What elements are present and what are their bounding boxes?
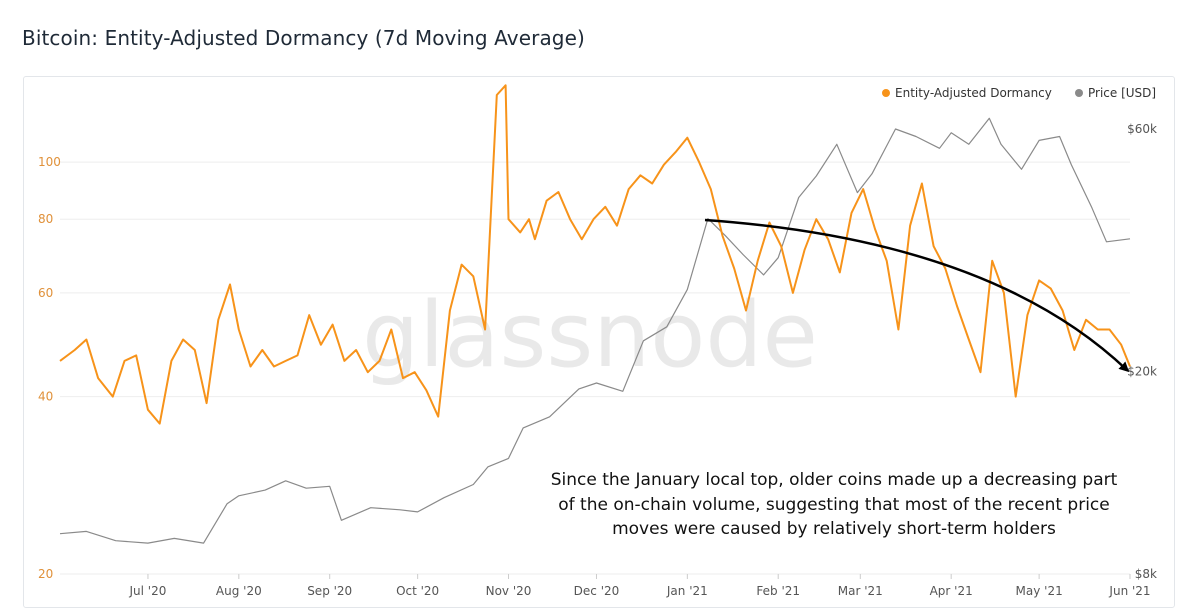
annotation-line: Since the January local top, older coins… [551, 470, 1118, 490]
gridlines [60, 161, 1130, 575]
x-tick-label: Apr '21 [930, 584, 973, 598]
x-tick-label: Mar '21 [838, 584, 883, 598]
y-left-tick-label: 100 [38, 155, 61, 169]
y-right-tick-label: $20k [1127, 365, 1157, 379]
x-axis: Jul '20 Aug '20 Sep '20 Oct '20 Nov '20 Dec '… [129, 574, 1151, 598]
x-tick-label: Feb '21 [756, 584, 800, 598]
y-right-tick-label: $8k [1135, 567, 1157, 581]
x-tick-label: May '21 [1016, 584, 1063, 598]
arrow-line [704, 218, 1130, 373]
x-tick-label: Sep '20 [307, 584, 352, 598]
x-tick-label: Oct '20 [396, 584, 439, 598]
legend: Entity-Adjusted Dormancy Price [USD] [882, 86, 1156, 100]
y-left-tick-label: 80 [38, 212, 53, 226]
legend-label-dormancy: Entity-Adjusted Dormancy [895, 86, 1052, 100]
y-right-tick-label: $60k [1127, 122, 1157, 136]
annotation-text: Since the January local top, older coins… [551, 470, 1118, 539]
y-left-tick-label: 20 [38, 567, 53, 581]
annotation-line: moves were caused by relatively short-te… [612, 519, 1056, 539]
watermark: glassnode [362, 283, 818, 388]
chart-title: Bitcoin: Entity-Adjusted Dormancy (7d Mo… [22, 26, 585, 50]
x-tick-label: Jul '20 [129, 584, 167, 598]
annotation-line: of the on-chain volume, suggesting that … [558, 495, 1109, 515]
x-tick-label: Jun '21 [1108, 584, 1150, 598]
legend-dot-price [1075, 89, 1083, 97]
y-left-tick-label: 40 [38, 390, 53, 404]
y-axis-right: $8k $20k $60k [1127, 122, 1157, 581]
series-layer [59, 84, 1131, 544]
x-tick-label: Nov '20 [486, 584, 532, 598]
x-tick-label: Dec '20 [574, 584, 620, 598]
y-axis-left: 20 40 60 80 100 [38, 155, 61, 581]
x-tick-label: Aug '20 [216, 584, 262, 598]
dormancy-series-line [59, 84, 1131, 425]
price-series-line [59, 117, 1131, 544]
legend-dot-dormancy [882, 89, 890, 97]
y-left-tick-label: 60 [38, 286, 53, 300]
trend-arrow [704, 218, 1130, 373]
legend-label-price: Price [USD] [1088, 86, 1156, 100]
x-tick-label: Jan '21 [666, 584, 708, 598]
